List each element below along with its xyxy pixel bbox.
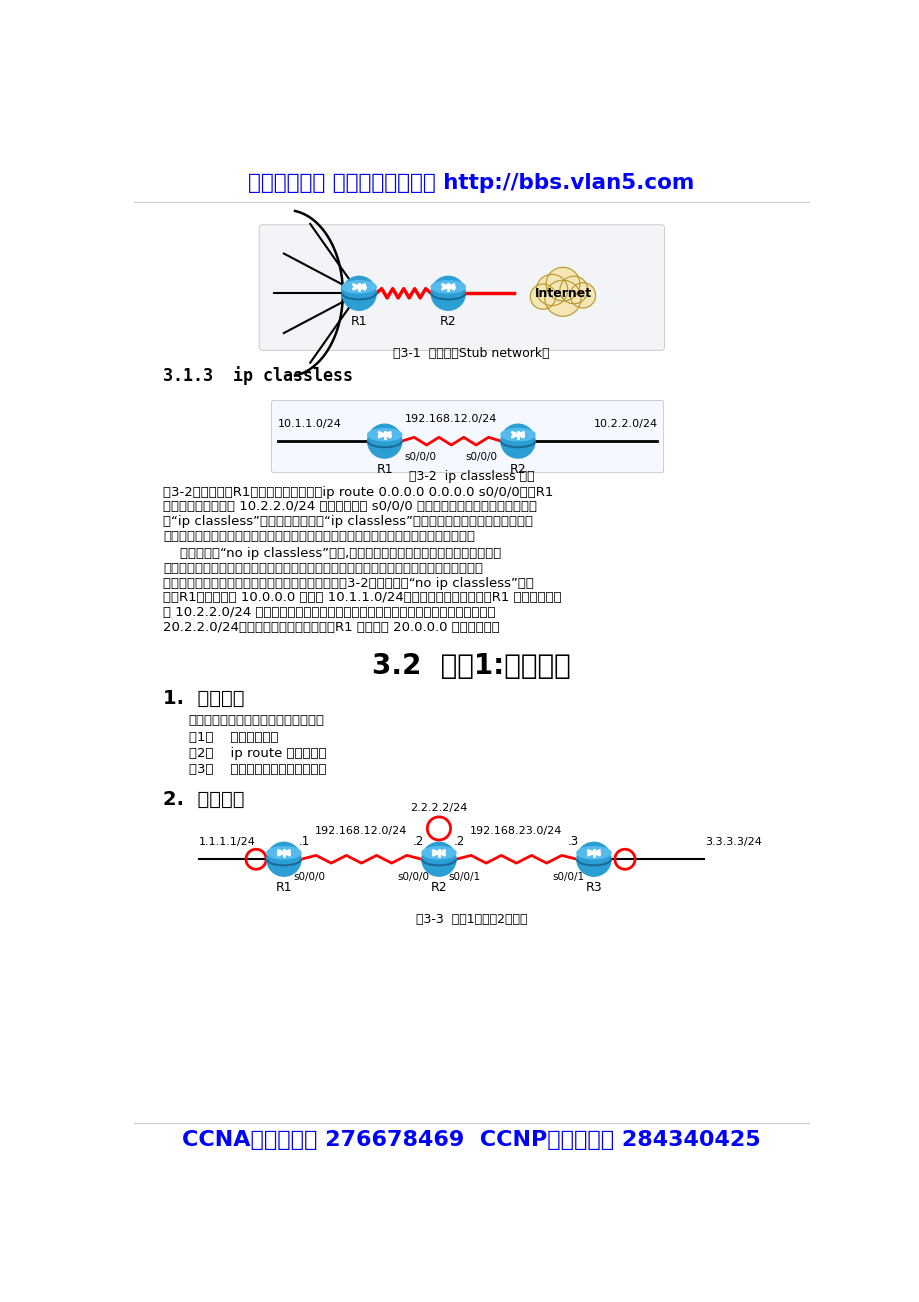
Text: 图3-3  实验1、实验2拓扑图: 图3-3 实验1、实验2拓扑图: [415, 913, 527, 926]
Ellipse shape: [267, 846, 301, 859]
Text: 通过本实验，读者可以掌握如下技能：: 通过本实验，读者可以掌握如下技能：: [188, 713, 324, 727]
Circle shape: [544, 280, 581, 316]
Text: 1.  实验目的: 1. 实验目的: [163, 689, 244, 708]
Text: （1）    路由表的概念: （1） 路由表的概念: [188, 730, 278, 743]
Text: .1: .1: [298, 836, 310, 849]
Text: Internet: Internet: [534, 286, 591, 299]
Circle shape: [501, 424, 535, 458]
Text: 路由器将认为自己已经知道该主类网络的全部子网的路由，这时即使存在默认路由，到达该: 路由器将认为自己已经知道该主类网络的全部子网的路由，这时即使存在默认路由，到达该: [163, 562, 482, 575]
Text: CCNA备考交流群 276678469  CCNP备考交流群 284340425: CCNA备考交流群 276678469 CCNP备考交流群 284340425: [182, 1130, 760, 1150]
Text: 2.  实验拓扑: 2. 实验拓扑: [163, 790, 244, 809]
Text: 由器存在默认路由时，所有在路由表中查不到具体路由的数据包将通过默认路由来发送。: 由器存在默认路由时，所有在路由表中查不到具体路由的数据包将通过默认路由来发送。: [163, 530, 474, 543]
Circle shape: [576, 842, 610, 876]
Text: 了“ip classless”命令。如果执行了“ip classless”命令（实际上这是默认值），则路: 了“ip classless”命令。如果执行了“ip classless”命令（…: [163, 516, 532, 529]
Text: R1: R1: [276, 881, 292, 893]
Ellipse shape: [431, 281, 465, 293]
Text: s0/0/0: s0/0/0: [293, 871, 325, 881]
Text: 1.1.1.1/24: 1.1.1.1/24: [199, 837, 255, 846]
Ellipse shape: [422, 846, 456, 859]
Text: （2）    ip route 命令的使用: （2） ip route 命令的使用: [188, 747, 326, 760]
Text: .2: .2: [413, 836, 424, 849]
Text: R1: R1: [376, 462, 392, 475]
Circle shape: [529, 284, 555, 310]
FancyBboxPatch shape: [271, 400, 663, 473]
Text: 192.168.12.0/24: 192.168.12.0/24: [404, 414, 497, 424]
Circle shape: [368, 424, 402, 458]
Text: 路由器是否会把到达 10.2.2.0/24 网络的数据从 s0/0/0 接口发送出去？这取决于是否执行: 路由器是否会把到达 10.2.2.0/24 网络的数据从 s0/0/0 接口发送…: [163, 500, 537, 513]
Text: s0/0/1: s0/0/1: [552, 871, 584, 881]
Ellipse shape: [576, 846, 610, 859]
Circle shape: [431, 276, 465, 310]
Text: s0/0/0: s0/0/0: [465, 452, 497, 462]
Text: 图3-2  ip classless 示例: 图3-2 ip classless 示例: [408, 470, 534, 483]
Circle shape: [342, 276, 376, 310]
Text: .3: .3: [568, 836, 579, 849]
Text: 2.2.2.2/24: 2.2.2.2/24: [410, 803, 467, 812]
Text: （3）    根据需求正确配置静态路由: （3） 根据需求正确配置静态路由: [188, 763, 325, 776]
Text: 由于R1路由器上有 10.0.0.0 的子网 10.1.1.0/24（这是直连路由），因此R1 路由器收到到: 由于R1路由器上有 10.0.0.0 的子网 10.1.1.0/24（这是直连路…: [163, 591, 562, 604]
Text: 主类任一子网的数据包不会通过默认路由来发送。图3-2中，执行了“no ip classless”后，: 主类任一子网的数据包不会通过默认路由来发送。图3-2中，执行了“no ip cl…: [163, 577, 533, 590]
Text: 3.1.3  ip classless: 3.1.3 ip classless: [163, 366, 353, 385]
Circle shape: [560, 276, 587, 303]
Text: 如果执行了“no ip classless”命令,当路由器存在一主类网络的某一子网络时，: 如果执行了“no ip classless”命令,当路由器存在一主类网络的某一子…: [163, 547, 501, 560]
Text: 10.2.2.0/24: 10.2.2.0/24: [593, 419, 657, 428]
Text: 更多相关资源 请关注攻城狮论坛 http://bbs.vlan5.com: 更多相关资源 请关注攻城狮论坛 http://bbs.vlan5.com: [248, 173, 694, 193]
Text: 3.2  实验1:静态路由: 3.2 实验1:静态路由: [371, 652, 571, 680]
Text: R2: R2: [509, 462, 526, 475]
Text: R1: R1: [350, 315, 367, 328]
FancyBboxPatch shape: [259, 225, 664, 350]
Text: 192.168.23.0/24: 192.168.23.0/24: [470, 827, 562, 836]
Text: s0/0/0: s0/0/0: [404, 452, 437, 462]
Ellipse shape: [342, 281, 376, 293]
Ellipse shape: [501, 428, 535, 441]
Circle shape: [546, 267, 579, 301]
Text: R3: R3: [585, 881, 602, 893]
Text: 10.1.1.0/24: 10.1.1.0/24: [278, 419, 341, 428]
Text: 达 10.2.2.0/24 子网的数据包不会使用默认路由进行发送。然而如果数据包是要到达: 达 10.2.2.0/24 子网的数据包不会使用默认路由进行发送。然而如果数据包…: [163, 605, 495, 618]
Text: 图3-1  桩网络（Stub network）: 图3-1 桩网络（Stub network）: [392, 348, 550, 361]
Text: R2: R2: [430, 881, 447, 893]
Text: .2: .2: [453, 836, 464, 849]
Circle shape: [570, 283, 595, 309]
Text: 20.2.2.0/24，默认路由会被采用，因为R1 没有任何 20.0.0.0 子网的路由。: 20.2.2.0/24，默认路由会被采用，因为R1 没有任何 20.0.0.0 …: [163, 621, 499, 634]
Text: s0/0/0: s0/0/0: [397, 871, 429, 881]
Circle shape: [536, 275, 567, 306]
Circle shape: [267, 842, 301, 876]
Text: 图3-2中，如果在R1上配置了默认路由：ip route 0.0.0.0 0.0.0.0 s0/0/0，则R1: 图3-2中，如果在R1上配置了默认路由：ip route 0.0.0.0 0.0…: [163, 486, 553, 499]
Text: R2: R2: [439, 315, 456, 328]
Text: 192.168.12.0/24: 192.168.12.0/24: [315, 827, 407, 836]
Ellipse shape: [368, 428, 402, 441]
Circle shape: [422, 842, 456, 876]
Text: s0/0/1: s0/0/1: [448, 871, 480, 881]
Text: 3.3.3.3/24: 3.3.3.3/24: [705, 837, 762, 846]
